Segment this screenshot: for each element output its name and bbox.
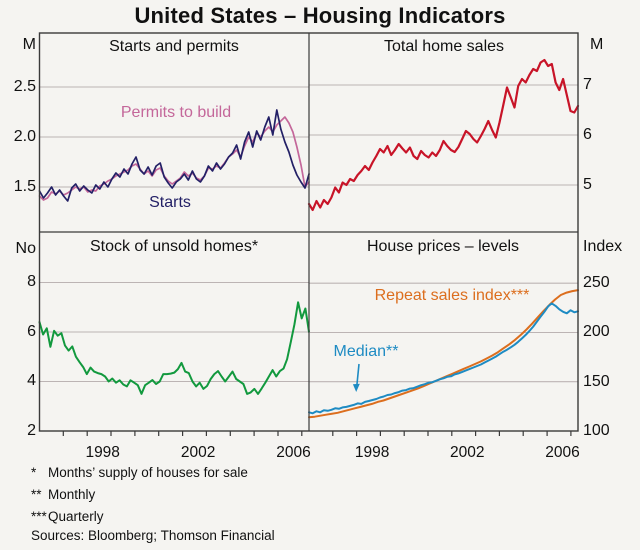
y-tick-label: 7 — [583, 76, 592, 93]
y-tick-label: 6 — [27, 322, 36, 340]
y-tick-label: 2.5 — [13, 78, 36, 95]
y-axis-unit-right-bottom: Index — [583, 238, 623, 255]
footnote-row: *** Quarterly — [31, 506, 248, 528]
y-tick-label: 150 — [583, 372, 610, 390]
series-label-starts: Starts — [149, 194, 191, 211]
series-label-permits: Permits to build — [120, 104, 232, 121]
footnote-symbol: * — [31, 465, 37, 480]
panel-title-total-home-sales: Total home sales — [383, 38, 505, 55]
series-label-median: Median** — [333, 343, 399, 360]
y-tick-label: 100 — [583, 422, 610, 439]
y-axis-unit-left-top: M — [22, 36, 36, 53]
x-tick-label: 1998 — [85, 444, 120, 461]
x-tick-label: 2006 — [545, 444, 580, 461]
y-tick-label: 5 — [583, 176, 592, 193]
y-tick-label: 6 — [583, 126, 592, 143]
y-tick-label: 200 — [583, 323, 610, 341]
footnote-symbol: ** — [31, 487, 42, 502]
y-tick-label: 250 — [583, 274, 610, 292]
panel-title-house-prices: House prices – levels — [366, 238, 520, 255]
y-axis-unit-right-top: M — [590, 36, 604, 53]
footnotes: * Months’ supply of houses for sale ** M… — [31, 462, 248, 528]
footnote-symbol: *** — [31, 509, 47, 524]
footnote-text: Quarterly — [48, 509, 104, 524]
panel-title-starts-permits: Starts and permits — [109, 38, 239, 55]
footnote-text: Months’ supply of houses for sale — [48, 465, 248, 480]
footnote-text: Monthly — [48, 487, 96, 502]
chart-title: United States – Housing Indicators — [134, 3, 506, 28]
footnote-row: * Months’ supply of houses for sale — [31, 462, 248, 484]
y-axis-unit-left-bottom: No — [15, 240, 36, 257]
y-tick-label: 2.0 — [13, 128, 36, 145]
y-tick-label: 2 — [27, 422, 36, 439]
x-tick-label: 2002 — [450, 444, 485, 461]
y-tick-label: 4 — [27, 372, 36, 390]
x-tick-label: 2002 — [180, 444, 216, 461]
x-tick-label: 2006 — [276, 444, 311, 461]
footnote-row: ** Monthly — [31, 484, 248, 506]
panel-title-stock-unsold-homes: Stock of unsold homes* — [89, 238, 259, 255]
y-tick-label: 1.5 — [13, 178, 36, 195]
source-note: Sources: Bloomberg; Thomson Financial — [31, 528, 275, 543]
series-label-repeat-sales: Repeat sales index*** — [374, 287, 530, 304]
y-tick-label: 8 — [27, 273, 36, 291]
x-tick-label: 1998 — [354, 444, 390, 461]
